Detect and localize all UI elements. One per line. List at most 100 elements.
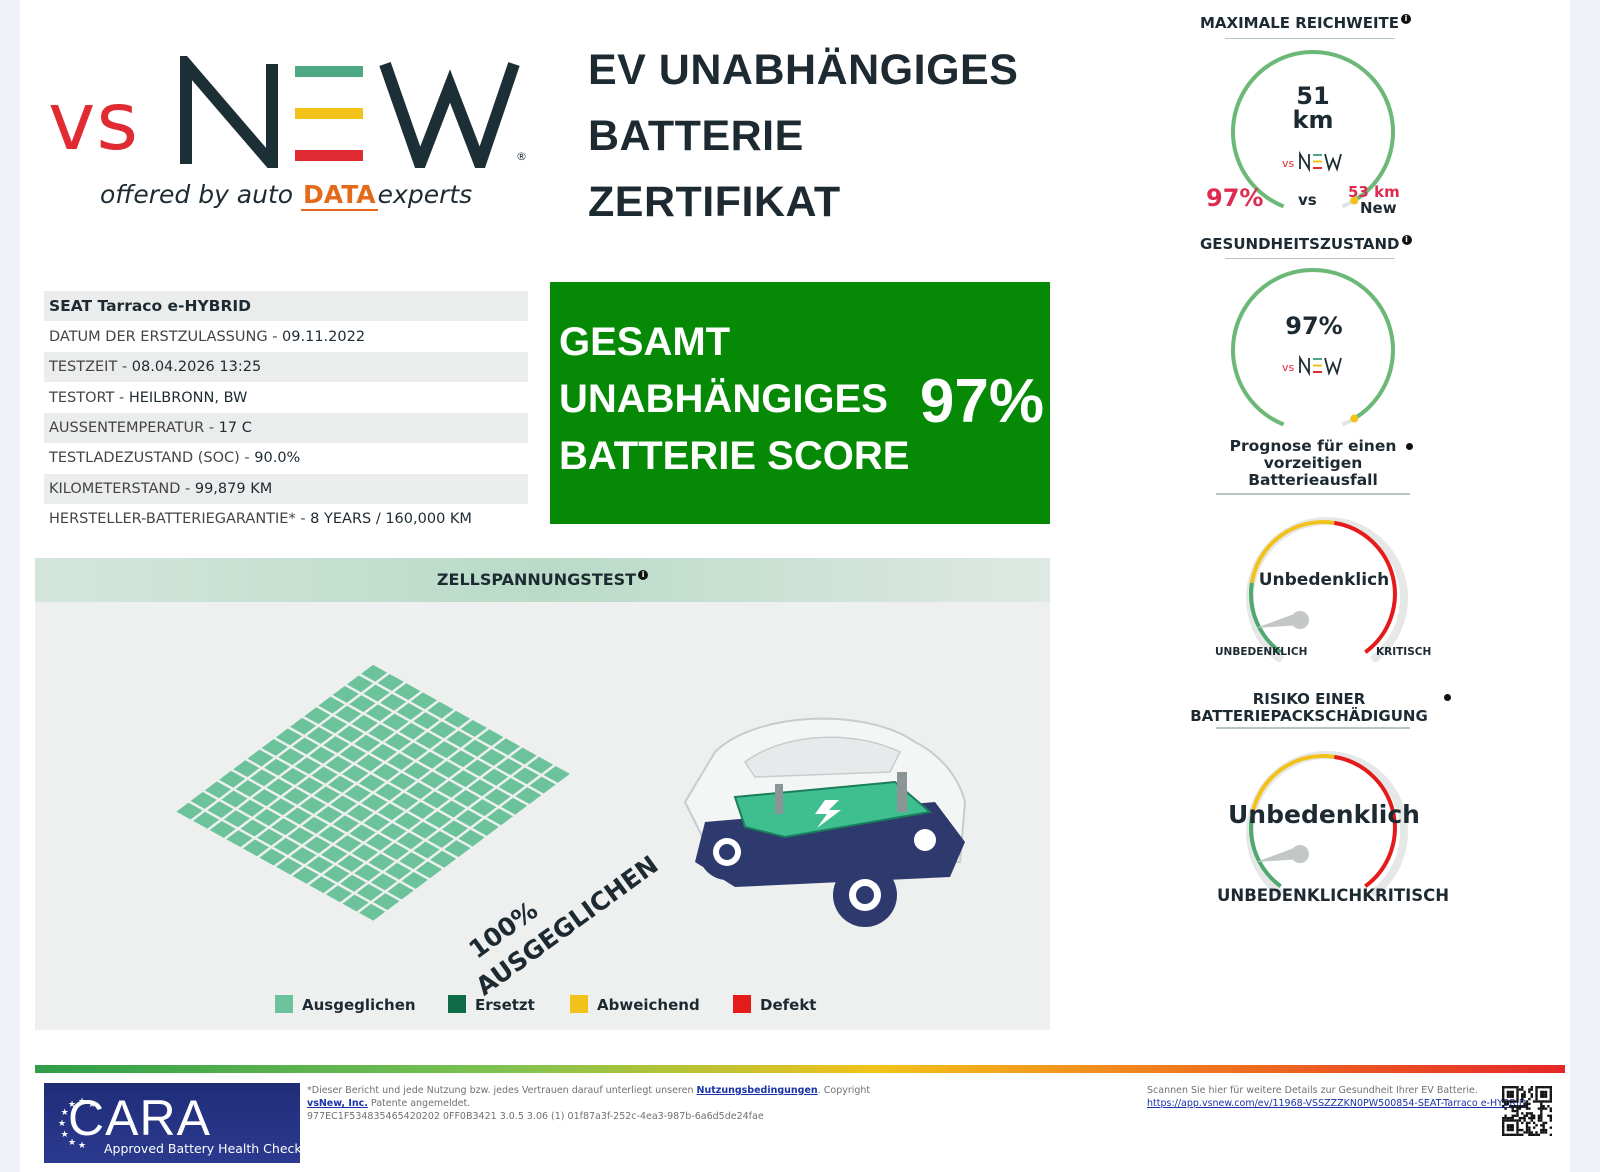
mini-vsnew-logo: vs xyxy=(1282,150,1342,173)
vsnew-logo xyxy=(180,56,520,168)
range-vs: vs xyxy=(1298,191,1317,209)
cell-voltage-title: ZELLSPANNUNGSTEST i xyxy=(35,570,1050,589)
legend-label: Ausgeglichen xyxy=(302,996,416,1014)
terms-link[interactable]: Nutzungsbedingungen xyxy=(696,1085,818,1096)
info-icon[interactable]: i xyxy=(1401,235,1412,245)
svg-text:★: ★ xyxy=(78,1097,86,1107)
battery-cell xyxy=(512,785,544,806)
battery-cell xyxy=(188,790,220,811)
damage-gauge xyxy=(1216,727,1410,896)
battery-cell xyxy=(294,775,326,796)
battery-cell xyxy=(275,746,307,767)
info-value: HEILBRONN, BW xyxy=(128,389,248,406)
report-hash: 977EC1F534835465420202 0FF0B3421 3.0.5 3… xyxy=(307,1111,764,1122)
svg-text:★: ★ xyxy=(61,1130,69,1140)
battery-cell xyxy=(434,779,466,800)
battery-cell xyxy=(299,815,331,836)
svg-text:★: ★ xyxy=(58,1119,66,1129)
battery-cell xyxy=(318,714,350,735)
battery-cell xyxy=(323,883,355,904)
report-url-link[interactable]: https://app.vsnew.com/ev/11968-VSSZZZKN0… xyxy=(1147,1098,1527,1109)
svg-text:★: ★ xyxy=(68,1100,76,1110)
battery-cell xyxy=(313,804,345,825)
info-icon[interactable] xyxy=(1444,694,1451,701)
info-icon[interactable]: i xyxy=(1401,14,1412,24)
battery-cell xyxy=(408,690,440,711)
battery-cell xyxy=(510,765,542,786)
battery-cell xyxy=(436,798,469,820)
battery-cell xyxy=(410,710,442,731)
battery-cell xyxy=(377,692,409,713)
risk-arc-segment xyxy=(1249,754,1335,818)
battery-cell xyxy=(424,699,457,721)
battery-cell xyxy=(216,769,248,790)
eu-stars-icon: ★★★★★★ ★ ★ xyxy=(58,1097,96,1151)
legend-item: Ersetzt xyxy=(448,995,535,1014)
tagline-suffix: experts xyxy=(377,180,473,209)
footer-color-bar xyxy=(35,1065,1565,1073)
legend-swatch xyxy=(733,995,751,1013)
title-line-3: ZERTIFIKAT xyxy=(588,178,841,226)
battery-cell xyxy=(290,865,322,886)
battery-cell xyxy=(259,737,291,758)
cara-subtitle: Approved Battery Health Check xyxy=(104,1141,300,1156)
company-link[interactable]: vsNew, Inc. xyxy=(307,1098,368,1109)
battery-cell xyxy=(470,817,502,838)
legend-swatch xyxy=(448,995,466,1013)
damage-left-label: UNBEDENKLICH xyxy=(1217,886,1363,905)
battery-cell xyxy=(422,809,454,830)
battery-cell xyxy=(323,754,355,775)
info-icon[interactable]: i xyxy=(638,570,649,580)
battery-cell xyxy=(451,788,483,809)
battery-cell xyxy=(346,822,379,844)
battery-cell xyxy=(173,800,206,822)
scan-text: Scannen Sie hier für weitere Details zur… xyxy=(1147,1085,1478,1096)
battery-cell xyxy=(396,721,428,742)
svg-text:★: ★ xyxy=(61,1108,69,1118)
battery-cell xyxy=(292,755,324,776)
battery-cell xyxy=(273,856,305,877)
title-line-2: BATTERIE xyxy=(588,112,804,160)
info-value: 17 C xyxy=(218,419,252,436)
battery-cell xyxy=(455,827,488,849)
risk-arc-segment xyxy=(1249,816,1282,888)
info-value: 08.04.2026 13:25 xyxy=(131,359,262,376)
legend-swatch xyxy=(275,995,293,1013)
battery-cell xyxy=(318,844,350,865)
battery-cell xyxy=(282,805,315,827)
battery-cell xyxy=(413,730,445,751)
health-gauge-title: GESUNDHEITSZUSTAND i xyxy=(1200,235,1412,253)
battery-cell xyxy=(363,832,395,853)
info-label: TESTLADEZUSTAND (SOC) - xyxy=(49,450,255,467)
battery-cell xyxy=(202,779,234,800)
info-label: AUSSENTEMPERATUR - xyxy=(49,419,219,436)
battery-cell xyxy=(244,747,277,769)
battery-cell xyxy=(441,709,473,730)
overall-score-value: 97% xyxy=(919,367,1044,436)
battery-cell xyxy=(240,837,272,858)
info-icon[interactable] xyxy=(1406,443,1413,450)
battery-cell xyxy=(327,793,360,815)
battery-cell xyxy=(363,702,395,723)
risk-arc-segment xyxy=(1249,582,1282,654)
balanced-label: 100% AUSGEGLICHEN xyxy=(463,850,663,1001)
battery-cell xyxy=(382,731,414,752)
health-value: 97% xyxy=(1285,312,1343,340)
battery-cell xyxy=(462,757,495,779)
battery-cell xyxy=(304,725,336,746)
cell-grid xyxy=(173,663,573,923)
range-unit: km xyxy=(1292,106,1334,134)
logo-tagline: offered by auto DATAexperts xyxy=(100,180,473,211)
battery-cell xyxy=(266,796,298,817)
legend-label: Ersetzt xyxy=(475,996,535,1014)
cell-voltage-header xyxy=(35,558,1050,602)
cara-name: CARA xyxy=(68,1090,211,1146)
battery-cell xyxy=(237,817,270,839)
battery-cell xyxy=(377,821,409,842)
range-pct: 97% xyxy=(1206,184,1264,212)
battery-cell xyxy=(380,841,412,862)
battery-cell xyxy=(335,853,367,874)
battery-cell xyxy=(458,718,490,739)
qr-code[interactable] xyxy=(1502,1086,1552,1136)
svg-text:★: ★ xyxy=(68,1138,76,1148)
